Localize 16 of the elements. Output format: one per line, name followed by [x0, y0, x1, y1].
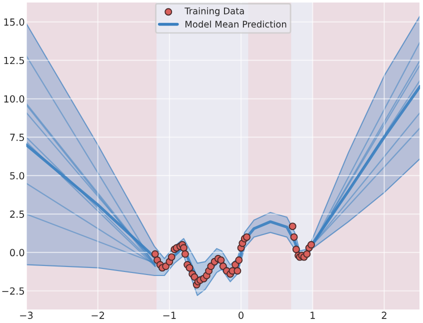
legend-label: Model Mean Prediction — [186, 20, 286, 28]
y-tick-label: 2.5 — [10, 210, 24, 218]
legend-label: Training Data — [184, 7, 244, 16]
x-tick-label: −2 — [92, 312, 104, 319]
y-tick-label: −2.5 — [2, 287, 24, 295]
y-tick-label: 0.0 — [10, 248, 24, 256]
x-tick-label: 1 — [310, 312, 315, 319]
x-tick-label: 2 — [382, 312, 386, 319]
x-tick-label: 0 — [238, 312, 244, 319]
y-tick-label: 5.0 — [10, 172, 24, 180]
y-tick-label: 12.5 — [4, 56, 24, 64]
x-tick-label: −3 — [20, 312, 33, 319]
y-tick-label: 10.0 — [4, 95, 24, 103]
y-tick-label: 7.5 — [10, 134, 24, 142]
y-tick-label: 15.0 — [4, 18, 24, 26]
x-tick-label: −1 — [163, 312, 176, 319]
